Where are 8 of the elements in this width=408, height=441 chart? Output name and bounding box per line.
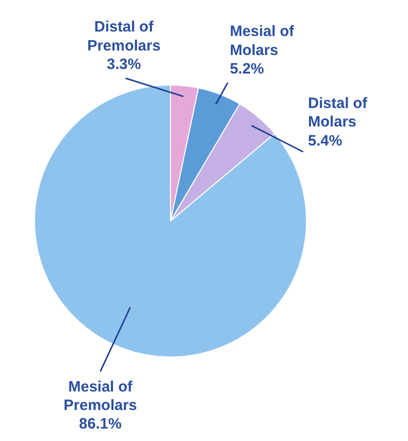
- slice-label: Mesial of Premolars: [64, 378, 138, 414]
- slice-label: Distal of Premolars: [87, 18, 161, 54]
- data-label: 5.2%: [230, 60, 264, 78]
- data-label: 3.3%: [106, 56, 141, 74]
- slice-label: Mesial of Molars: [230, 23, 296, 59]
- data-label: 5.4%: [308, 132, 342, 150]
- data-label: 86.1%: [79, 416, 122, 433]
- slice-label: Distal of Molars: [308, 94, 368, 131]
